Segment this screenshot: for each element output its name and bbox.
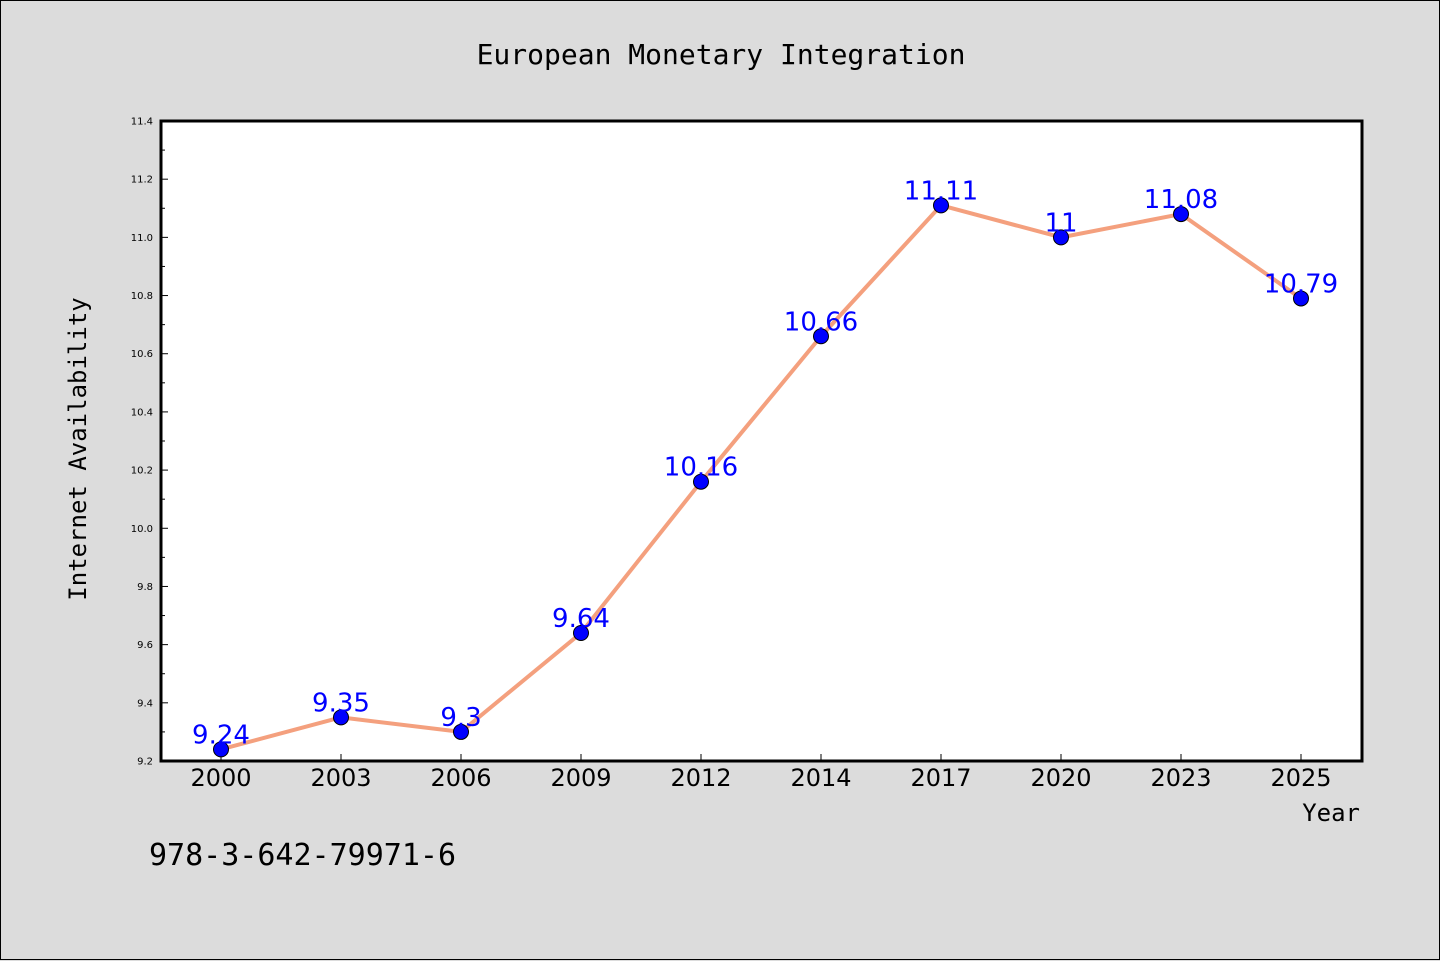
- data-point: [693, 473, 709, 490]
- x-tick-label: 2014: [790, 764, 851, 792]
- x-tick-label: 2025: [1270, 764, 1331, 792]
- data-point: [1053, 229, 1069, 246]
- plot-border: [159, 119, 1364, 763]
- x-axis: 2000 2003 2006 2009 2012 2014 2017 2020 2023 2025: [190, 754, 1332, 792]
- data-label: 10.16: [664, 453, 738, 483]
- y-tick-label: 11.0: [131, 233, 153, 244]
- chart-title: European Monetary Integration: [477, 38, 966, 71]
- y-tick-label: 11.4: [131, 117, 153, 128]
- y-tick-label: 10.8: [131, 291, 153, 302]
- data-point: [933, 197, 949, 214]
- data-point: [573, 625, 589, 641]
- data-point: [333, 709, 349, 726]
- y-tick-label: 9.4: [137, 698, 153, 709]
- data-label: 9.35: [312, 688, 370, 718]
- data-label: 9.24: [192, 720, 250, 750]
- x-tick-label: 2009: [550, 764, 611, 792]
- y-tick-label: 10.0: [131, 524, 153, 535]
- data-label: 11.11: [904, 176, 978, 206]
- y-tick-label: 10.4: [131, 407, 153, 418]
- data-point: [453, 723, 469, 740]
- x-tick-label: 2017: [910, 764, 971, 792]
- data-label: 10.66: [784, 307, 858, 337]
- data-label: 10.79: [1264, 269, 1338, 299]
- plot-area: [161, 121, 1362, 761]
- y-tick-label: 10.6: [131, 349, 153, 360]
- x-tick-label: 2003: [310, 764, 371, 792]
- data-point: [813, 328, 829, 345]
- x-axis-label: Year: [1302, 799, 1360, 827]
- y-tick-label: 9.2: [137, 757, 153, 768]
- x-tick-label: 2006: [430, 764, 491, 792]
- series-layer: 9.24 9.35 9.3 9.64 10.16 10.66 11.11 11 11.08 10.…: [192, 176, 1338, 758]
- data-label: 9.64: [552, 604, 610, 634]
- series-line: [219, 203, 1303, 752]
- data-point: [213, 741, 229, 758]
- data-label: 11: [1044, 208, 1077, 238]
- data-label: 9.3: [440, 703, 481, 733]
- y-tick-label: 9.6: [137, 640, 153, 651]
- x-tick-label: 2012: [670, 764, 731, 792]
- y-tick-label: 9.8: [137, 582, 153, 593]
- x-tick-label: 2023: [1150, 764, 1211, 792]
- y-axis-label: Internet Availability: [64, 297, 92, 600]
- footer-code: 978-3-642-79971-6: [149, 838, 456, 873]
- data-point: [1293, 290, 1309, 307]
- y-tick-label: 10.2: [131, 466, 153, 477]
- data-label: 11.08: [1144, 185, 1218, 215]
- x-tick-label: 2020: [1030, 764, 1091, 792]
- data-point: [1173, 206, 1189, 223]
- x-tick-label: 2000: [190, 764, 251, 792]
- y-tick-label: 11.2: [131, 175, 153, 186]
